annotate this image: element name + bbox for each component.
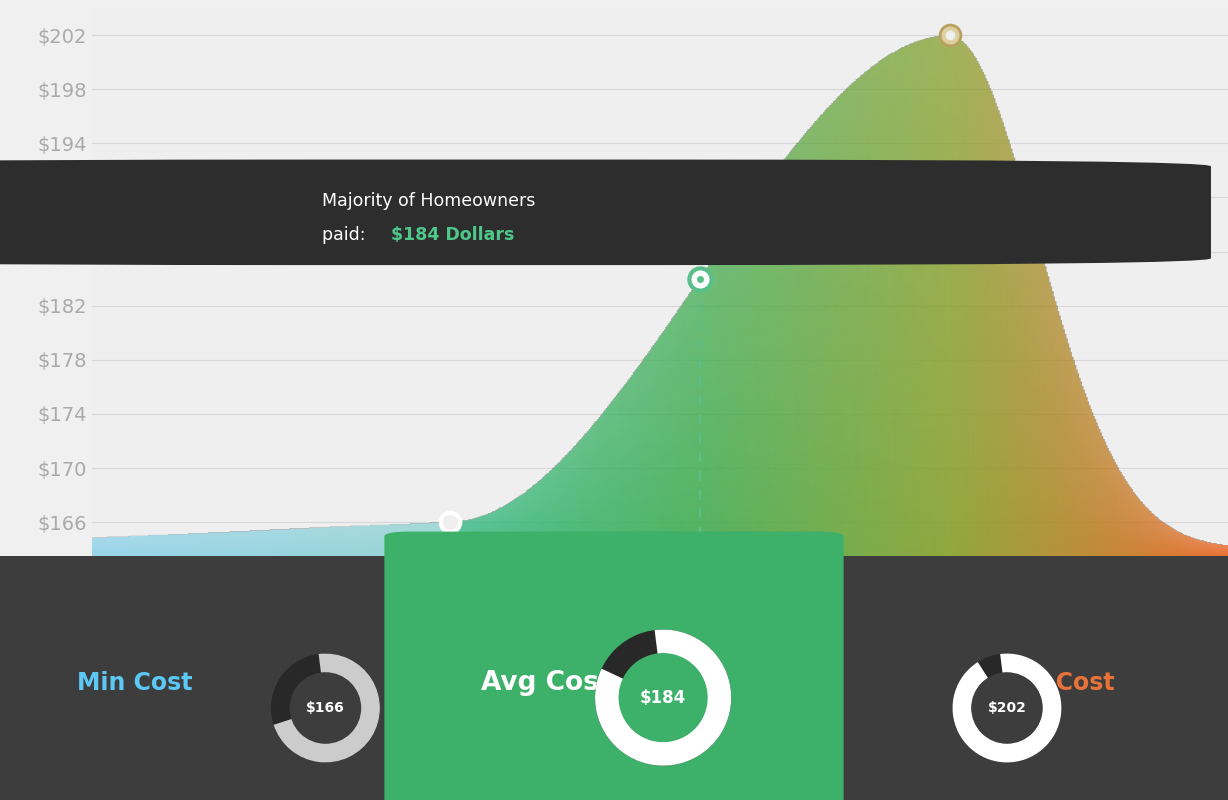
Wedge shape (271, 654, 379, 762)
Text: $184 Dollars: $184 Dollars (391, 226, 515, 244)
Text: $184: $184 (640, 689, 686, 706)
Circle shape (619, 654, 707, 742)
Wedge shape (953, 654, 1061, 762)
FancyBboxPatch shape (0, 159, 1211, 265)
Text: Majority of Homeowners: Majority of Homeowners (322, 192, 535, 210)
Circle shape (290, 673, 361, 743)
Wedge shape (953, 654, 1061, 762)
Text: $202: $202 (987, 701, 1027, 715)
Text: $166: $166 (306, 701, 345, 715)
FancyBboxPatch shape (384, 532, 844, 800)
Wedge shape (596, 630, 731, 766)
Text: paid:: paid: (322, 226, 371, 244)
Text: Max Cost: Max Cost (992, 671, 1115, 695)
Text: Min Cost: Min Cost (77, 671, 193, 695)
Wedge shape (596, 630, 731, 766)
Text: Avg Cost: Avg Cost (481, 670, 612, 696)
Wedge shape (274, 654, 379, 762)
Polygon shape (643, 223, 675, 261)
Circle shape (971, 673, 1043, 743)
